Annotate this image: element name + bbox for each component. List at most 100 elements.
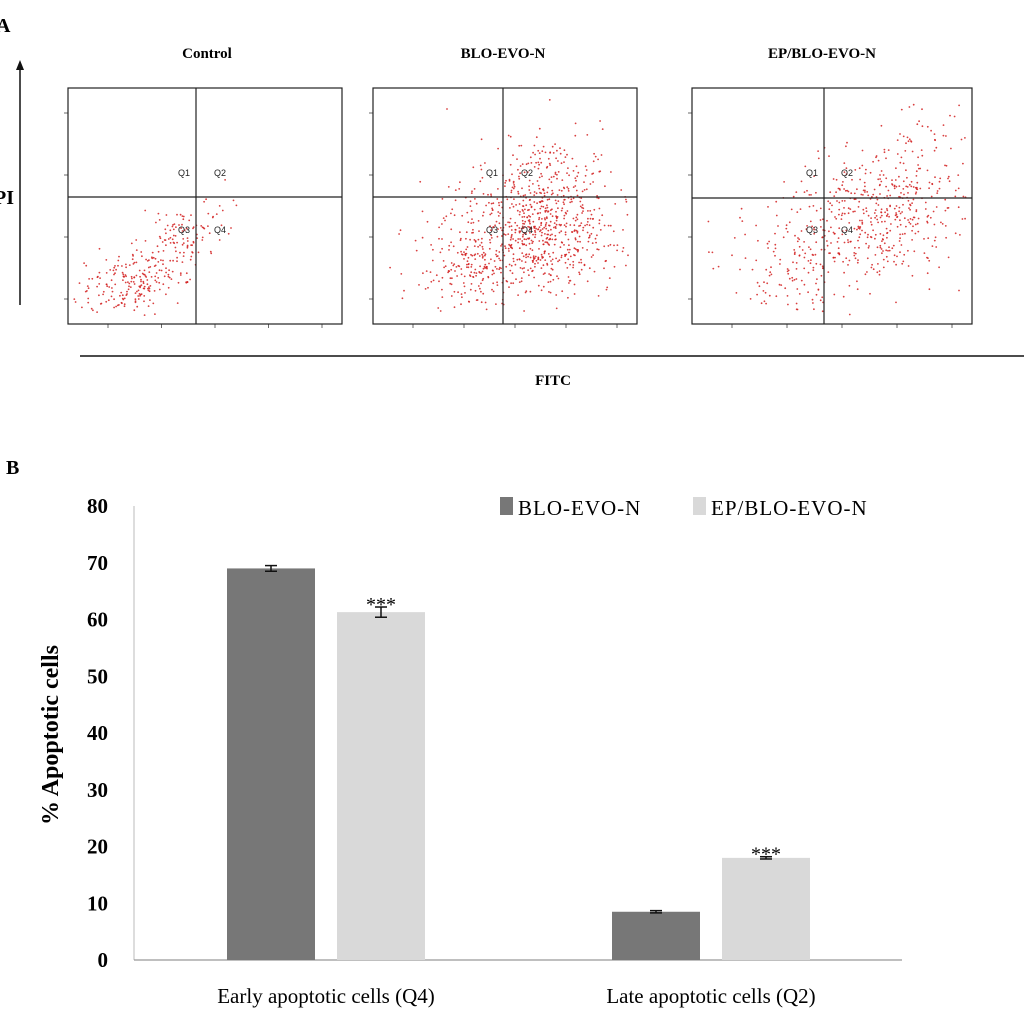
scatter-dot (786, 231, 789, 233)
scatter-dot (760, 302, 763, 305)
scatter-dot (613, 265, 616, 268)
scatter-dot (532, 151, 534, 154)
scatter-dot (899, 251, 901, 254)
scatter-dot (481, 245, 484, 248)
scatter-dot (864, 191, 866, 193)
scatter-dot (846, 189, 849, 192)
scatter-dot (508, 263, 511, 266)
scatter-dot (549, 255, 551, 258)
scatter-dot (531, 249, 534, 252)
scatter-dot (201, 236, 204, 239)
scatter-dot (512, 154, 514, 157)
scatter-dot (526, 216, 529, 219)
scatter-dot (130, 242, 133, 245)
scatter-dot (926, 220, 928, 223)
scatter-dot (125, 294, 128, 296)
scatter-dot (924, 201, 927, 204)
scatter-dot (530, 239, 533, 242)
scatter-dot (586, 221, 589, 223)
scatter-dot (465, 237, 467, 240)
scatter-dot (574, 122, 577, 125)
scatter-dot (450, 212, 452, 215)
scatter-dot (493, 260, 496, 262)
scatter-dot (859, 219, 861, 222)
scatter-dot (574, 134, 577, 137)
scatter-dot (847, 264, 849, 266)
scatter-dot (510, 229, 513, 231)
scatter-dot (603, 245, 606, 248)
scatter-dot (171, 270, 174, 273)
scatter-dot (563, 149, 566, 152)
scatter-dot (563, 217, 565, 220)
scatter-dot (529, 156, 532, 159)
scatter-dot (842, 181, 844, 183)
scatter-dot (606, 286, 609, 289)
scatter-dot (482, 211, 485, 214)
scatter-dot (592, 254, 594, 256)
scatter-dot (573, 224, 576, 227)
scatter-dot (896, 215, 899, 218)
scatter-dot (542, 243, 545, 246)
scatter-dot (117, 264, 119, 267)
scatter-dot (815, 241, 818, 244)
scatter-dot (182, 215, 185, 218)
quadrant-label-q2: Q2 (214, 168, 226, 178)
scatter-dot (563, 161, 565, 164)
scatter-dot (625, 200, 628, 203)
scatter-dot (165, 244, 167, 247)
scatter-dot (841, 230, 844, 233)
scatter-dot (182, 255, 185, 257)
scatter-dot (568, 279, 571, 282)
scatter-dot (533, 208, 536, 211)
scatter-dot (554, 173, 557, 175)
scatter-dot (472, 221, 475, 224)
scatter-dot (542, 205, 545, 208)
scatter-dot (899, 223, 902, 226)
scatter-dot (799, 208, 802, 211)
scatter-dot (813, 232, 816, 235)
scatter-dot (854, 257, 857, 260)
scatter-dot (530, 227, 533, 230)
scatter-dot (895, 212, 897, 214)
scatter-dot (958, 104, 960, 107)
scatter-dot (450, 295, 453, 297)
scatter-dot (560, 209, 563, 212)
scatter-dot (499, 212, 501, 215)
scatter-dot (400, 273, 403, 275)
scatter-dot (917, 217, 920, 220)
scatter-dot (845, 257, 848, 260)
scatter-dot (572, 197, 575, 200)
scatter-dot (888, 215, 890, 218)
scatter-dot (548, 224, 551, 227)
scatter-dot (915, 210, 918, 213)
scatter-dot (583, 181, 585, 184)
scatter-dot (495, 220, 498, 223)
scatter-dot (186, 245, 189, 248)
quadrant-label-q1: Q1 (486, 168, 498, 178)
scatter-dot (590, 232, 593, 235)
scatter-dot (763, 300, 766, 303)
scatter-dot (160, 259, 162, 261)
scatter-dot (495, 303, 497, 305)
scatter-dot (537, 228, 540, 231)
scatter-dot (594, 237, 597, 240)
scatter-dot (518, 258, 521, 260)
scatter-dot (516, 224, 519, 227)
scatter-dot (124, 274, 127, 276)
scatter-dot (492, 282, 495, 285)
scatter-dot (528, 220, 531, 223)
scatter-dot (479, 164, 482, 167)
scatter-dot (552, 192, 554, 195)
scatter-dot (474, 268, 477, 271)
scatter-dot (591, 242, 594, 245)
scatter-dot (572, 260, 575, 263)
scatter-dot (523, 223, 526, 225)
panel-b-label: B (6, 457, 19, 479)
scatter-dot (504, 185, 506, 188)
scatter-dot (575, 179, 577, 182)
scatter-dot (912, 103, 915, 106)
scatter-dot (874, 237, 876, 240)
scatter-dot (807, 260, 810, 262)
scatter-dot (453, 214, 456, 217)
scatter-dot (447, 271, 449, 274)
